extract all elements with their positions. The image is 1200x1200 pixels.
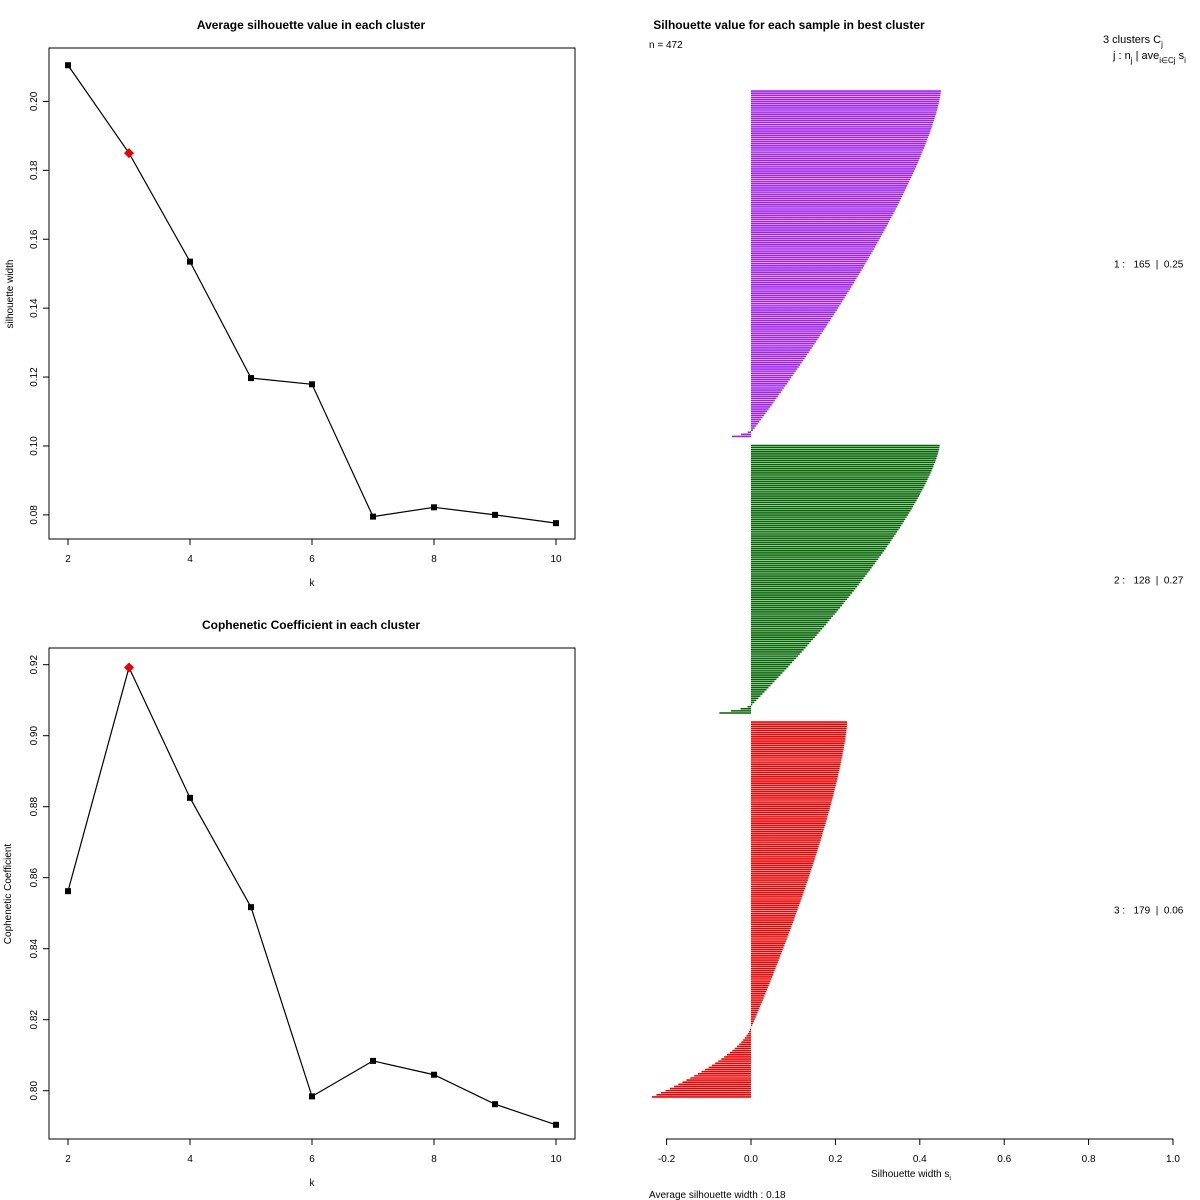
cluster-2-label: 2 : 128 | 0.27	[1114, 575, 1184, 586]
cluster-1-label: 1 : 165 | 0.25	[1114, 260, 1184, 271]
panel1-ytick-label: 0.16	[29, 229, 40, 249]
panel1-ytick-label: 0.20	[29, 91, 40, 111]
panel3-xtick-label: 0.4	[913, 1154, 927, 1165]
panel1-point	[309, 381, 315, 388]
panel3-header-line1: 3 clusters Cj	[1103, 34, 1163, 49]
panel2-xlabel: k	[310, 1178, 316, 1189]
panel2-ytick-label: 0.92	[29, 655, 40, 675]
panel1-xlabel: k	[310, 578, 316, 589]
panel1-point	[492, 511, 498, 518]
panel2-ytick-label: 0.80	[29, 1081, 40, 1101]
panel2-ytick-label: 0.88	[29, 797, 40, 817]
panel2-ytick-label: 0.90	[29, 726, 40, 746]
panel1-title: Average silhouette value in each cluster	[197, 18, 426, 32]
panel1-xtick-label: 6	[309, 554, 315, 565]
panel3-title: Silhouette value for each sample in best…	[653, 18, 925, 32]
panel2-title: Cophenetic Coefficient in each cluster	[202, 618, 420, 632]
panel1-point	[65, 62, 71, 69]
panel2-xtick-label: 10	[550, 1154, 562, 1165]
panel1-point	[187, 258, 193, 265]
panel1-ytick-label: 0.08	[29, 505, 40, 525]
panel2-point	[553, 1121, 559, 1128]
panel3-xtick-label: -0.2	[658, 1154, 676, 1165]
panel1-ytick-label: 0.14	[29, 298, 40, 318]
panel2-best-point	[124, 662, 134, 673]
panel1-point	[370, 513, 376, 520]
panel1-point	[553, 520, 559, 527]
panel2-point	[492, 1101, 498, 1108]
panel1-point	[431, 504, 437, 511]
panel2-point	[65, 888, 71, 895]
cluster-3-label: 3 : 179 | 0.06	[1114, 906, 1184, 917]
panel2-ytick-label: 0.84	[29, 939, 40, 959]
panel1-xtick-label: 2	[65, 554, 71, 565]
panel1-ytick-label: 0.10	[29, 436, 40, 456]
panel1-point	[248, 375, 254, 382]
panel3-header-line2: j : nj | avei∈Cj si	[1112, 50, 1186, 65]
silhouette-bar-panel: Silhouette value for each sample in best…	[649, 18, 1186, 1200]
panel2-point	[431, 1071, 437, 1078]
panel2-xtick-label: 4	[187, 1154, 193, 1165]
panel1-ylabel: silhouette width	[5, 260, 16, 329]
panel1-xtick-label: 8	[431, 554, 437, 565]
panel3-xlabel: Silhouette width si	[871, 1169, 951, 1182]
panel2-xtick-label: 8	[431, 1154, 437, 1165]
panel1-ytick-label: 0.12	[29, 367, 40, 387]
panel2-ylabel: Cophenetic Coefficient	[3, 844, 14, 945]
panel2-point	[370, 1057, 376, 1064]
panel3-n-label: n = 472	[649, 40, 683, 51]
panel2-ytick-label: 0.86	[29, 868, 40, 888]
panel1-xtick-label: 10	[550, 554, 562, 565]
silhouette-line-panel: Average silhouette value in each cluster…	[5, 18, 576, 589]
panel2-point	[248, 904, 254, 911]
panel2-point	[187, 794, 193, 801]
panel3-xtick-label: 0.0	[744, 1154, 758, 1165]
panel1-series-line	[67, 64, 557, 524]
panel3-footer: Average silhouette width : 0.18	[649, 1190, 786, 1200]
panel2-frame	[48, 647, 576, 1140]
panel2-point	[309, 1093, 315, 1100]
cophenetic-line-panel: Cophenetic Coefficient in each cluster 2…	[3, 618, 576, 1189]
panel1-best-point	[124, 148, 134, 159]
panel3-xtick-label: 0.6	[997, 1154, 1011, 1165]
panel3-xtick-label: 0.2	[828, 1154, 842, 1165]
panel2-xtick-label: 6	[309, 1154, 315, 1165]
panel2-ytick-label: 0.82	[29, 1010, 40, 1030]
panel3-xtick-label: 1.0	[1166, 1154, 1180, 1165]
panel3-xtick-label: 0.8	[1082, 1154, 1096, 1165]
panel2-series-line	[67, 665, 557, 1126]
panel2-xtick-label: 2	[65, 1154, 71, 1165]
panel1-xtick-label: 4	[187, 554, 193, 565]
panel1-ytick-label: 0.18	[29, 160, 40, 180]
panel1-frame	[48, 47, 576, 540]
